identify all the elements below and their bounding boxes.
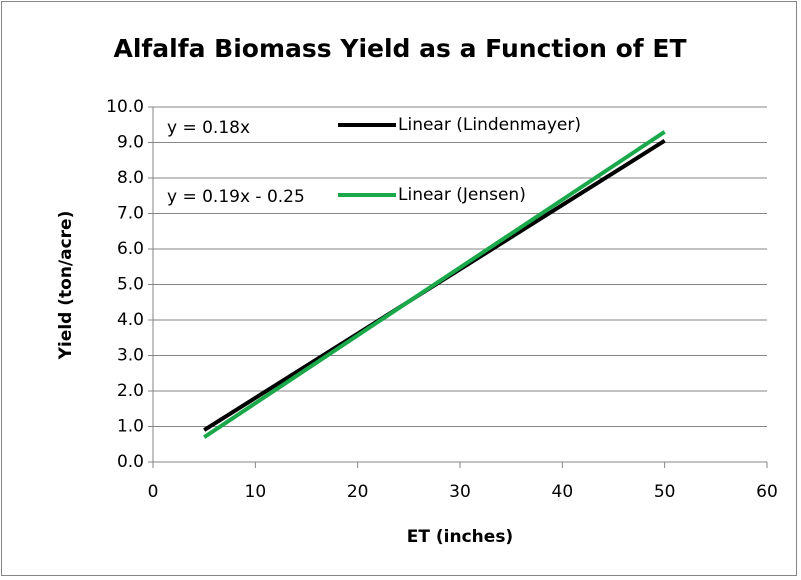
y-tick-label: 10.0 [106,97,144,117]
y-tick-label: 2.0 [117,381,144,401]
y-tick-label: 7.0 [117,204,144,224]
x-tick-label: 20 [347,482,369,502]
annotation: y = 0.19x - 0.25 [167,187,305,207]
x-tick-label: 30 [449,482,471,502]
legend-label: Linear (Jensen) [398,185,526,205]
y-tick-label: 8.0 [117,168,144,188]
chart-title: Alfalfa Biomass Yield as a Function of E… [113,34,686,63]
x-tick-label: 0 [148,482,159,502]
x-tick-label: 10 [245,482,267,502]
series-line [203,130,666,439]
x-tick-label: 50 [654,482,676,502]
x-tick-label: 60 [756,482,778,502]
y-axis-title: Yield (ton/acre) [56,211,76,361]
y-tick-label: 3.0 [117,346,144,366]
y-tick-label: 9.0 [117,133,144,153]
annotation: y = 0.18x [167,118,250,138]
y-tick-label: 0.0 [117,452,144,472]
x-axis-title: ET (inches) [407,527,513,547]
x-tick-label: 40 [552,482,574,502]
y-tick-label: 5.0 [117,275,144,295]
y-tick-label: 1.0 [117,417,144,437]
y-tick-label: 6.0 [117,239,144,259]
legend-label: Linear (Lindenmayer) [398,115,581,135]
y-tick-label: 4.0 [117,310,144,330]
